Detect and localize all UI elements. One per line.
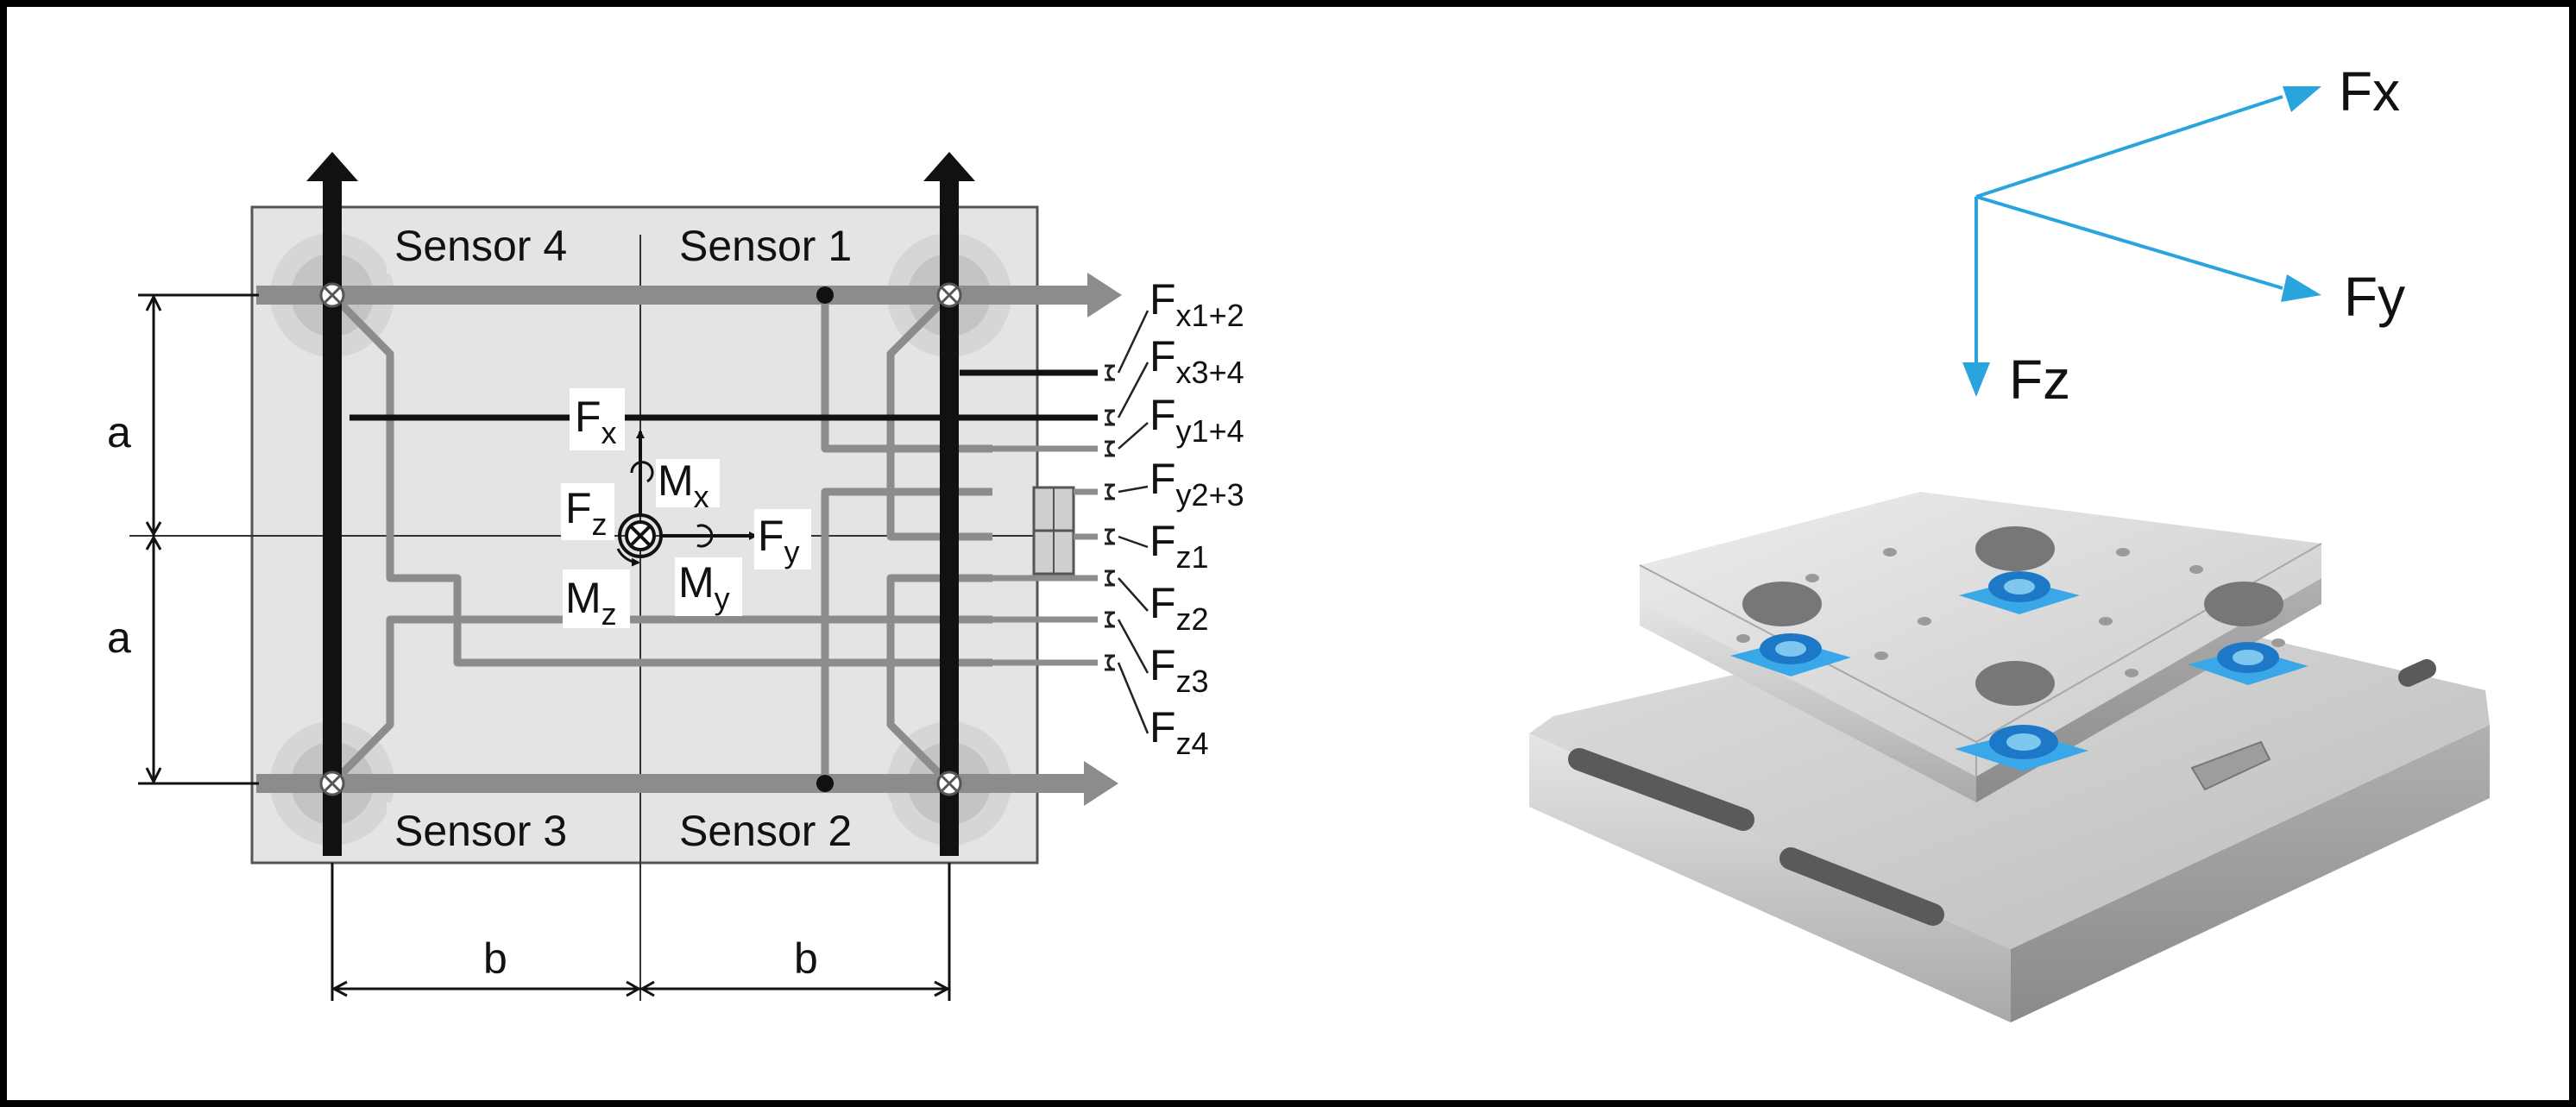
mx-label: Mx	[658, 456, 709, 514]
junction-dot-bottom	[816, 775, 834, 792]
fz-axis-arrowhead	[1962, 362, 1990, 397]
beam-right-black	[923, 152, 975, 856]
output-label-fy23: Fy2+3	[1149, 455, 1244, 513]
fz-axis-label: Fz	[2009, 349, 2070, 411]
sensor-center-1	[936, 282, 962, 308]
fz-label: Fz	[565, 484, 608, 542]
mz-label: Mz	[565, 574, 617, 632]
sensor-3-label: Sensor 3	[394, 807, 567, 855]
output-label-fy14: Fy1+4	[1149, 391, 1244, 449]
top-plate-side-front	[1640, 600, 1976, 802]
output-label-fz2: Fz2	[1149, 579, 1209, 637]
my-moment-icon	[696, 524, 714, 548]
axes-3d	[1962, 86, 2321, 397]
output-label-fx34: Fx3+4	[1149, 332, 1244, 390]
output-terminals	[1105, 364, 1116, 671]
output-label-fz3: Fz3	[1149, 641, 1209, 699]
dimension-a	[138, 293, 259, 785]
black-wiring	[350, 369, 992, 421]
pad-right	[2204, 582, 2283, 626]
side-connector	[2190, 740, 2271, 791]
output-label-fx12: Fx1+2	[1149, 275, 1244, 333]
pad-front	[1975, 661, 2055, 706]
fx-axis-line	[1975, 95, 2283, 198]
connector-block	[1032, 486, 1075, 576]
schematic: Sensor 4 Sensor 1 Sensor 3 Sensor 2 a a …	[107, 152, 1244, 1001]
base-slot-front	[1779, 847, 1944, 926]
sensor-2-label: Sensor 2	[679, 807, 852, 855]
beam-bottom-gray	[256, 761, 1118, 806]
sensor-4-label: Sensor 4	[394, 222, 567, 270]
dimension-b-right-label: b	[794, 934, 818, 983]
beam-left-black	[306, 152, 358, 856]
dimension-a-top-label: a	[107, 408, 131, 456]
output-leads	[992, 369, 1098, 666]
fy-axis-label: Fy	[2344, 266, 2405, 328]
my-label: My	[678, 558, 730, 616]
dimension-b-left-label: b	[483, 934, 507, 983]
mz-moment-icon	[616, 548, 640, 567]
fx-label: Fx	[575, 393, 617, 450]
dimension-a-bottom-label: a	[107, 613, 131, 662]
label-leaders	[1117, 310, 1149, 734]
mx-moment-icon	[630, 461, 654, 483]
pad-back	[1975, 526, 2055, 571]
base-plate-side	[1529, 733, 2011, 1022]
junction-dot-top	[816, 286, 834, 304]
sensor-1-label: Sensor 1	[679, 222, 852, 270]
fy-label: Fy	[758, 512, 800, 569]
fy-axis-arrowhead	[2281, 274, 2321, 302]
sensor-center-3	[319, 770, 345, 796]
blue-sensor-back	[1959, 571, 2080, 614]
pad-left	[1742, 582, 1822, 626]
fx-axis-arrowhead	[2283, 86, 2321, 112]
sensor-center-4	[319, 282, 345, 308]
output-label-fz4: Fz4	[1149, 703, 1209, 761]
base-slot-left	[1568, 748, 1754, 831]
fy-axis-line	[1975, 195, 2283, 290]
blue-sensor-left	[1730, 633, 1851, 676]
beam-top-gray	[256, 273, 1122, 318]
fx-axis-label: Fx	[2339, 60, 2400, 123]
blue-sensor-front	[1955, 725, 2088, 771]
sensor-center-2	[936, 770, 962, 796]
output-label-fz1: Fz1	[1149, 517, 1209, 575]
force-plate-3d	[1529, 492, 2490, 1022]
force-origin	[618, 513, 663, 558]
base-slot-right	[2398, 659, 2436, 687]
dimension-b	[331, 863, 951, 1001]
top-plate-top	[1640, 492, 2321, 777]
mounting-holes	[1736, 548, 2285, 677]
blue-sensor-right	[2188, 642, 2308, 685]
